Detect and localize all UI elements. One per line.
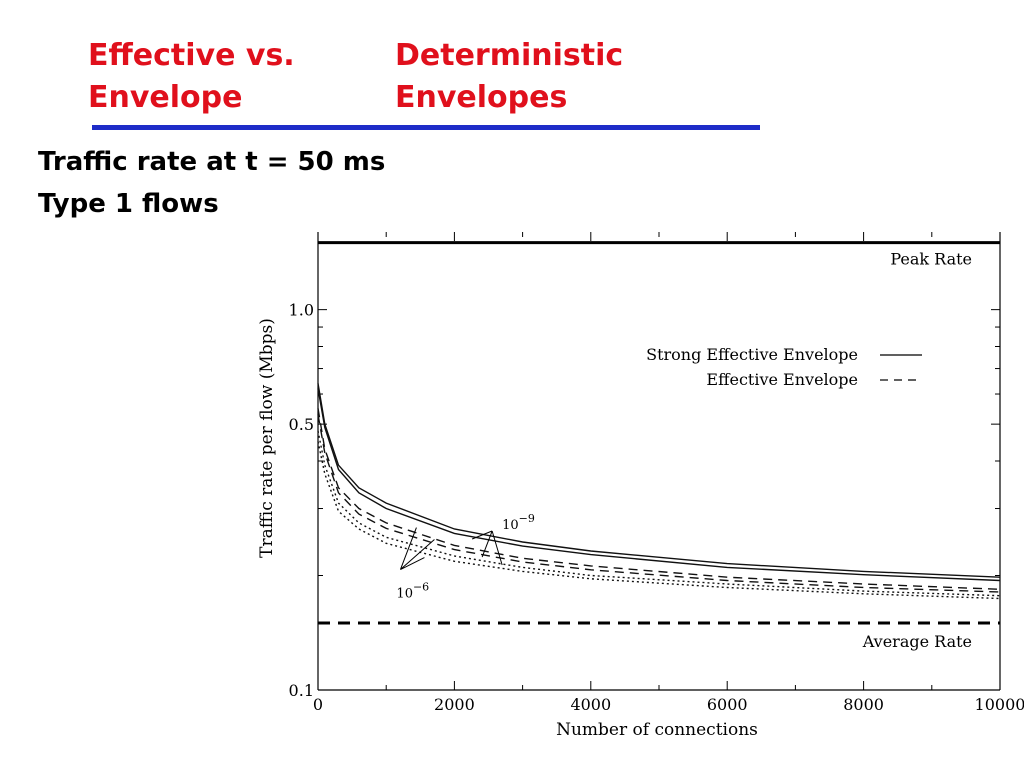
x-axis-label: Number of connections — [556, 720, 758, 740]
subtitle-line2: Type 1 flows — [38, 189, 219, 219]
subtitle-line1: Traffic rate at t = 50 ms — [38, 147, 386, 177]
y-axis-label: Traffic rate per flow (Mbps) — [257, 318, 277, 558]
title-right-line2: Envelopes — [395, 80, 568, 115]
x-tick-label: 4000 — [570, 695, 611, 714]
ref-line-label: Peak Rate — [890, 250, 972, 269]
legend-label: Strong Effective Envelope — [646, 345, 858, 364]
y-tick-label: 0.5 — [289, 415, 314, 434]
series-lines — [317, 383, 1001, 600]
annotation-label: 10−9 — [502, 512, 535, 533]
annotation-label: 10−6 — [396, 581, 429, 602]
axis-ticks — [317, 232, 1001, 691]
x-tick-label: 2000 — [434, 695, 475, 714]
x-tick-label: 8000 — [843, 695, 884, 714]
x-tick-label: 0 — [313, 695, 323, 714]
series-line — [317, 414, 1001, 593]
series-line — [317, 441, 1001, 600]
title-left-line2: Envelope — [88, 80, 243, 115]
reference-lines: Peak Rate Average Rate — [318, 241, 1000, 651]
legend: Strong Effective Envelope Effective Envel… — [646, 345, 922, 389]
ref-line-label: Average Rate — [862, 632, 972, 651]
annotations: 10−9 10−6 — [396, 512, 534, 602]
title-right-line1: Deterministic — [395, 38, 624, 73]
series-line — [317, 408, 1001, 590]
tick-labels: 0 2000 4000 6000 8000 10000 1.0 0.5 0.1 — [289, 301, 1024, 714]
x-tick-label: 6000 — [707, 695, 748, 714]
annotation-pointer — [471, 530, 503, 566]
annotation-pointer — [399, 527, 435, 571]
series-line — [317, 388, 1001, 582]
x-tick-label: 10000 — [975, 695, 1024, 714]
series-line — [317, 383, 1001, 578]
y-tick-label: 0.1 — [289, 681, 314, 700]
title-underline — [92, 125, 760, 130]
title-left-line1: Effective vs. — [88, 38, 295, 73]
plot-frame — [317, 232, 1001, 691]
y-tick-label: 1.0 — [289, 301, 314, 320]
series-line — [317, 430, 1001, 597]
legend-label: Effective Envelope — [706, 370, 858, 389]
